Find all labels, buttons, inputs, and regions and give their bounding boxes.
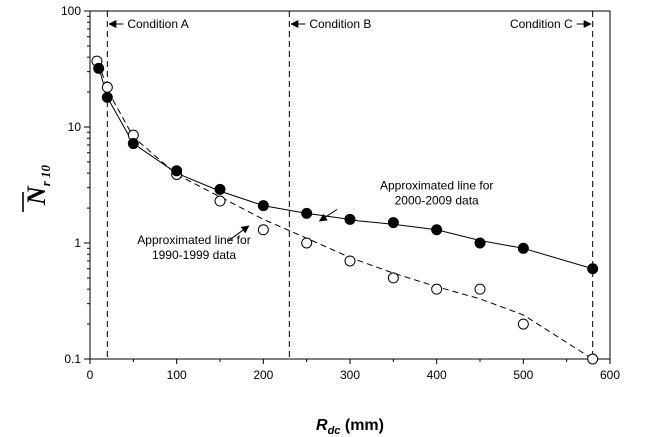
data-point-open [257, 224, 269, 236]
data-point-filled [517, 242, 529, 254]
series-line [98, 62, 593, 360]
data-point-open [431, 283, 443, 295]
y-tick-label: 10 [68, 120, 82, 134]
data-point-filled [257, 200, 269, 212]
data-point-filled [344, 213, 356, 225]
data-point-open [101, 81, 113, 93]
data-point-filled [101, 91, 113, 103]
data-point-open [387, 272, 399, 284]
x-tick-label: 100 [167, 368, 187, 382]
plot-frame [89, 10, 611, 360]
x-tick-label: 0 [87, 368, 94, 382]
y-axis-label: Nr 10 [22, 164, 53, 206]
condition-label: Condition A [127, 17, 188, 31]
series-line [98, 66, 593, 270]
data-point-open [214, 195, 226, 207]
data-point-open [474, 283, 486, 295]
data-point-filled [387, 217, 399, 229]
y-axis-label-group: Nr 10 [22, 164, 53, 212]
condition-label: Condition C [510, 17, 573, 31]
annotation-arrow [318, 208, 338, 222]
data-point-filled [214, 183, 226, 195]
x-tick-label: 200 [253, 368, 273, 382]
x-tick-label: 400 [427, 368, 447, 382]
y-tick-label: 1 [74, 236, 81, 250]
data-point-filled [93, 62, 105, 74]
data-point-open [587, 353, 599, 365]
condition-label: Condition B [309, 17, 371, 31]
annotation-text: Approximated line for [380, 178, 493, 192]
data-point-filled [171, 165, 183, 177]
annotation-text: 1990-1999 data [152, 248, 236, 262]
data-point-open [517, 318, 529, 330]
data-point-filled [474, 237, 486, 249]
plot-layer: 0 100 200 300 400 500 600 0.1 1 10 100 Condition A C… [22, 4, 620, 437]
annotation-arrow [228, 225, 250, 241]
x-tick-label: 500 [513, 368, 533, 382]
data-point-open [344, 255, 356, 267]
x-axis-label: Rdc (mm) [316, 417, 384, 437]
x-tick-label: 600 [600, 368, 620, 382]
data-point-open [301, 237, 313, 249]
annotation-text: 2000-2009 data [395, 193, 479, 207]
x-tick-label: 300 [340, 368, 360, 382]
data-point-filled [587, 263, 599, 275]
annotation-text: Approximated line for [137, 233, 250, 247]
data-point-filled [301, 207, 313, 219]
y-tick-label: 0.1 [64, 352, 81, 366]
data-point-filled [127, 138, 139, 150]
y-tick-label: 100 [61, 4, 81, 18]
data-point-filled [431, 224, 443, 236]
